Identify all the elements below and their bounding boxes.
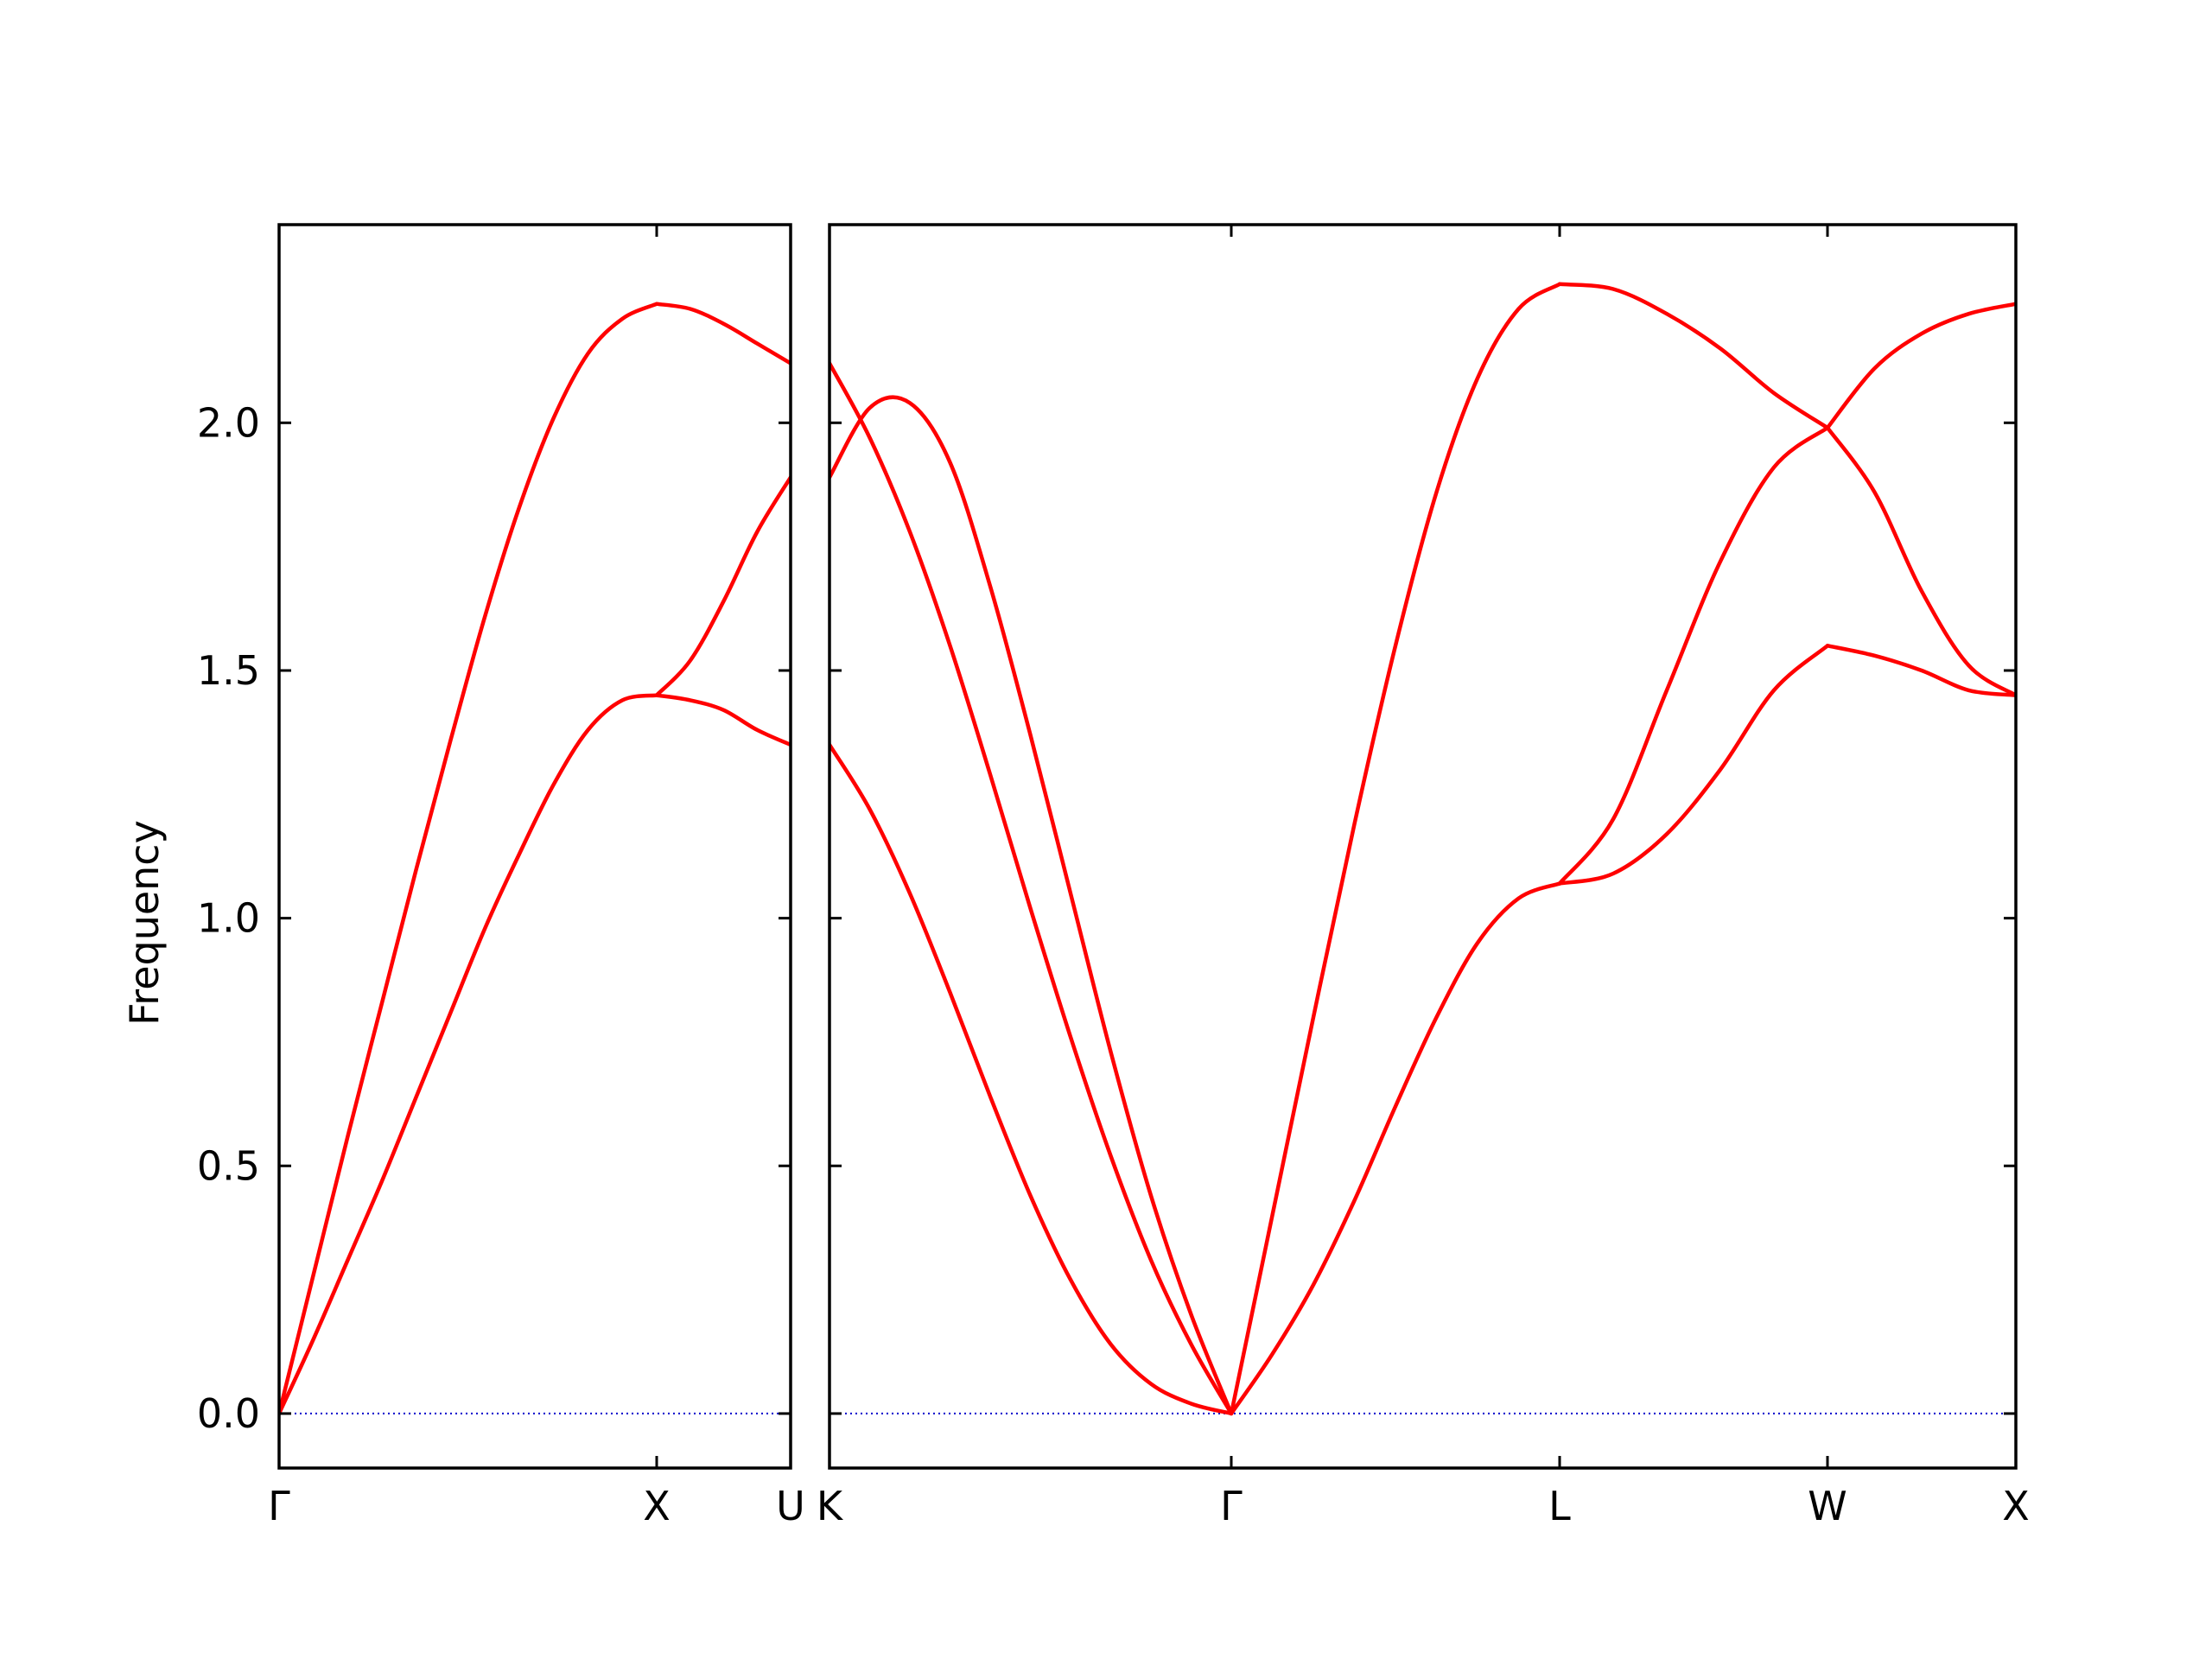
band-X-U-3 [654, 693, 791, 747]
y-tick-label: 2.0 [197, 399, 260, 446]
band-Γ-X-1 [279, 302, 659, 1416]
band-L-W-2 [1557, 425, 1830, 886]
y-tick-label: 1.0 [197, 895, 260, 942]
x-tick-label: U [776, 1483, 805, 1529]
x-tick-label: Γ [1220, 1483, 1243, 1529]
x-tick-label: X [2002, 1483, 2030, 1529]
band-K-Γ-1 [830, 361, 1234, 1416]
band-X-U-1 [654, 302, 791, 365]
panel-frame [828, 223, 2018, 1470]
band-curves [279, 302, 791, 1416]
band-Γ-L-2 [1229, 881, 1562, 1416]
panel-frame [277, 223, 792, 1470]
band-X-U-2 [654, 475, 791, 697]
band-Γ-X-2 [279, 693, 659, 1416]
y-tick-label: 1.5 [197, 647, 260, 694]
band-W-X-2 [1825, 425, 2016, 697]
panels-group: 0.0 0.5 1.0 1.5 2.0 Γ X U K Γ L W X [197, 223, 2030, 1529]
x-tick-label: X [643, 1483, 671, 1529]
y-axis-label: Frequency [121, 820, 168, 1026]
x-tick-label: L [1548, 1483, 1571, 1529]
x-tick-label: K [817, 1483, 844, 1529]
band-K-Γ-3 [830, 742, 1234, 1416]
x-tick-label: W [1808, 1483, 1847, 1529]
band-K-Γ-2 [830, 395, 1234, 1416]
band-curves [830, 282, 2016, 1416]
band-Γ-L-1 [1229, 282, 1562, 1416]
y-tick-label: 0.0 [197, 1390, 260, 1437]
band-W-X-3 [1825, 644, 2016, 697]
x-tick-label: Γ [268, 1483, 290, 1529]
band-W-X-1 [1825, 302, 2016, 430]
band-L-W-3 [1557, 644, 1830, 886]
panel-1: 0.0 0.5 1.0 1.5 2.0 Γ X U [197, 223, 805, 1529]
band-L-W-1 [1557, 282, 1830, 430]
y-tick-label: 0.5 [197, 1142, 260, 1189]
